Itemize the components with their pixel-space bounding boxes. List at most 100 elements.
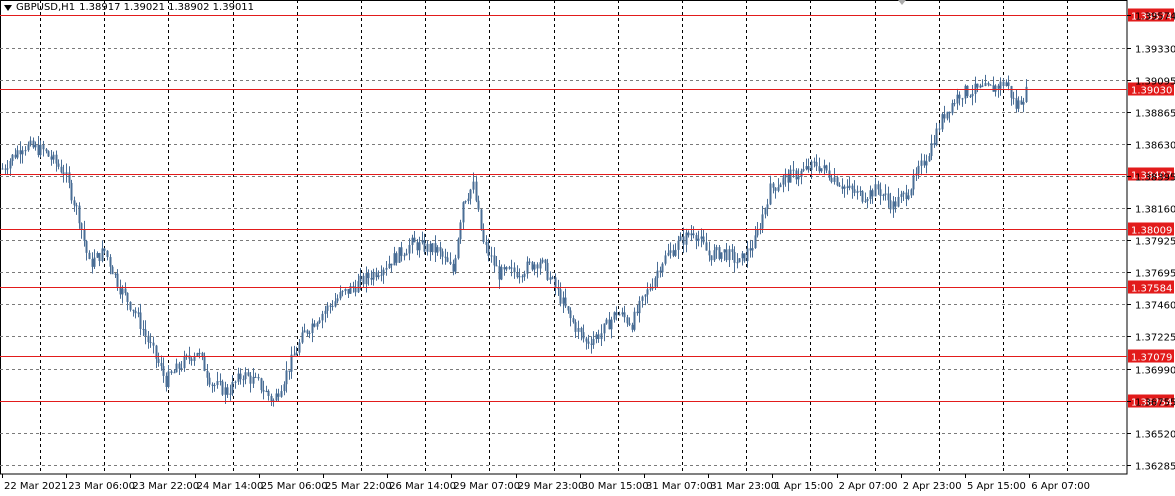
candle-body bbox=[165, 375, 168, 387]
candle-body bbox=[615, 312, 618, 316]
candle-body bbox=[521, 276, 524, 278]
candle-body bbox=[65, 172, 68, 175]
candle-body bbox=[357, 281, 360, 293]
candle-body bbox=[4, 168, 7, 170]
candle-body bbox=[825, 165, 828, 171]
candle-body bbox=[1020, 100, 1023, 105]
y-tick-label: 1.37925 bbox=[1135, 237, 1175, 248]
candle-body bbox=[303, 330, 306, 333]
candle-body bbox=[802, 169, 805, 171]
candle-body bbox=[989, 84, 992, 86]
candle-body bbox=[224, 387, 227, 395]
grid-lines bbox=[0, 0, 1128, 475]
candle-body bbox=[577, 327, 580, 332]
candle-body bbox=[708, 250, 711, 256]
candle-body bbox=[88, 252, 91, 259]
candle-body bbox=[551, 277, 554, 279]
candle-body bbox=[237, 373, 240, 382]
candle-body bbox=[738, 258, 741, 263]
candle-body bbox=[917, 165, 920, 174]
candle-body bbox=[142, 328, 145, 330]
candle-body bbox=[1012, 97, 1015, 99]
candle-body bbox=[27, 144, 30, 151]
candle-body bbox=[1022, 101, 1025, 105]
candle-body bbox=[429, 243, 432, 253]
candle-body bbox=[247, 372, 250, 376]
candle-body bbox=[60, 166, 63, 173]
x-tick-label: 31 Mar 07:00 bbox=[646, 481, 713, 492]
candle-body bbox=[641, 296, 644, 301]
x-tick-label: 5 Apr 15:00 bbox=[967, 481, 1026, 492]
dropdown-arrow-icon[interactable] bbox=[4, 5, 12, 11]
candle-body bbox=[987, 83, 990, 85]
candle-body bbox=[382, 269, 385, 275]
candle-body bbox=[777, 187, 780, 191]
candle-body bbox=[976, 83, 979, 88]
candle-body bbox=[833, 177, 836, 182]
candle-body bbox=[367, 273, 370, 279]
candle-body bbox=[14, 154, 17, 158]
candle-body bbox=[733, 251, 736, 263]
candle-body bbox=[656, 270, 659, 279]
candle-body bbox=[1, 168, 4, 170]
candle-body bbox=[892, 201, 895, 210]
candle-body bbox=[941, 114, 944, 130]
horizontal-levels[interactable]: 1.39574 1.39030 1.38407 1.38009 1.37584 1.370… bbox=[0, 0, 1174, 409]
candle-body bbox=[923, 160, 926, 166]
candle-body bbox=[741, 253, 744, 259]
candle-body bbox=[633, 311, 636, 330]
candle-body bbox=[592, 339, 595, 345]
candle-body bbox=[290, 354, 293, 372]
candle-body bbox=[661, 263, 664, 273]
candle-body bbox=[562, 297, 565, 304]
x-tick-label: 30 Mar 15:00 bbox=[582, 481, 649, 492]
candle-body bbox=[984, 83, 987, 87]
x-tick-label: 25 Mar 06:00 bbox=[261, 481, 328, 492]
candle-body bbox=[475, 181, 478, 201]
candle-body bbox=[24, 150, 27, 152]
candle-body bbox=[756, 229, 759, 236]
candle-body bbox=[818, 166, 821, 172]
x-tick-label: 29 Mar 23:00 bbox=[518, 481, 585, 492]
candle-body bbox=[80, 223, 83, 230]
candle-body bbox=[628, 323, 631, 325]
candle-body bbox=[393, 253, 396, 266]
candle-body bbox=[646, 289, 649, 295]
candle-body bbox=[213, 385, 216, 387]
candle-body bbox=[47, 151, 50, 157]
candle-body bbox=[958, 94, 961, 99]
candle-body bbox=[692, 233, 695, 236]
candle-body bbox=[938, 128, 941, 130]
y-tick-label: 1.36285 bbox=[1135, 462, 1175, 473]
ohlc-readout: 1.38917 1.39021 1.38902 1.39011 bbox=[79, 2, 255, 13]
candle-body bbox=[196, 353, 199, 357]
level-label-bg bbox=[1128, 349, 1174, 363]
candle-body bbox=[57, 163, 60, 167]
candle-body bbox=[73, 200, 76, 206]
candle-body bbox=[805, 166, 808, 170]
candle-body bbox=[766, 204, 769, 209]
candle-body bbox=[905, 192, 908, 200]
candle-body bbox=[920, 160, 923, 166]
candle-body bbox=[285, 370, 288, 385]
candle-body bbox=[249, 375, 252, 384]
candle-body bbox=[925, 161, 928, 166]
level-label: 1.37079 bbox=[1131, 353, 1172, 364]
candle-body bbox=[398, 247, 401, 263]
candle-body bbox=[457, 239, 460, 259]
y-tick-label: 1.37225 bbox=[1135, 333, 1175, 344]
candle-body bbox=[974, 83, 977, 94]
candle-body bbox=[377, 275, 380, 278]
y-tick-label: 1.39574 bbox=[1135, 12, 1175, 23]
candle-body bbox=[201, 352, 204, 357]
candle-body bbox=[964, 85, 967, 99]
candle-body bbox=[170, 371, 173, 373]
candle-body bbox=[720, 252, 723, 259]
x-tick-label: 25 Mar 22:00 bbox=[325, 481, 392, 492]
candle-body bbox=[477, 200, 480, 210]
candle-body bbox=[162, 365, 165, 376]
x-tick-label: 2 Apr 23:00 bbox=[903, 481, 962, 492]
candle-body bbox=[677, 240, 680, 250]
candle-body bbox=[229, 393, 232, 395]
